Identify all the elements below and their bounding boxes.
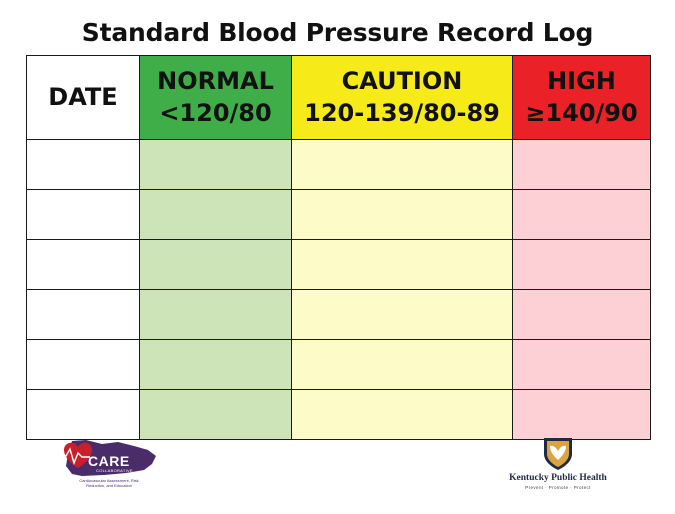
header-high: HIGH ≥140/90 — [512, 55, 651, 140]
normal-cell[interactable] — [139, 189, 292, 240]
kentucky-public-health-logo: Kentucky Public Health Prevent · Promote… — [500, 436, 616, 492]
care-logo-subtitle: COLLABORATIVE — [96, 468, 133, 473]
table-row — [26, 139, 651, 190]
care-collaborative-logo: CARE COLLABORATIVE Cardiovascular Assess… — [52, 436, 160, 496]
caution-cell[interactable] — [291, 389, 513, 440]
table-row — [26, 189, 651, 240]
table-row — [26, 339, 651, 390]
date-cell[interactable] — [26, 339, 140, 390]
header-caution-range: 120-139/80-89 — [304, 98, 500, 127]
date-cell[interactable] — [26, 389, 140, 440]
normal-cell[interactable] — [139, 289, 292, 340]
table-header-row: DATE NORMAL <120/80 CAUTION 120-139/80-8… — [26, 55, 651, 140]
heart-kentucky-icon — [56, 440, 156, 476]
header-normal-label: NORMAL — [157, 67, 274, 96]
care-logo-tagline: Cardiovascular Assessment, Risk Reductio… — [79, 478, 139, 488]
date-cell[interactable] — [26, 139, 140, 190]
caution-cell[interactable] — [291, 339, 513, 390]
table-row — [26, 239, 651, 290]
high-cell[interactable] — [512, 139, 651, 190]
date-cell[interactable] — [26, 289, 140, 340]
normal-cell[interactable] — [139, 139, 292, 190]
header-high-label: HIGH — [547, 67, 616, 96]
caution-cell[interactable] — [291, 139, 513, 190]
header-high-range: ≥140/90 — [525, 98, 638, 127]
header-date: DATE — [26, 55, 140, 140]
header-caution-label: CAUTION — [341, 67, 463, 96]
kph-logo-tagline: Prevent · Promote · Protect — [525, 485, 591, 490]
high-cell[interactable] — [512, 189, 651, 240]
caution-cell[interactable] — [291, 289, 513, 340]
caution-cell[interactable] — [291, 189, 513, 240]
header-caution: CAUTION 120-139/80-89 — [291, 55, 513, 140]
high-cell[interactable] — [512, 289, 651, 340]
date-cell[interactable] — [26, 189, 140, 240]
high-cell[interactable] — [512, 339, 651, 390]
kph-logo-name: Kentucky Public Health — [509, 473, 607, 483]
normal-cell[interactable] — [139, 339, 292, 390]
header-date-label: DATE — [48, 82, 118, 111]
shield-hands-icon — [544, 438, 572, 470]
table-row — [26, 289, 651, 340]
date-cell[interactable] — [26, 239, 140, 290]
normal-cell[interactable] — [139, 389, 292, 440]
care-logo-name: CARE — [88, 453, 130, 469]
high-cell[interactable] — [512, 239, 651, 290]
page-title: Standard Blood Pressure Record Log — [81, 18, 594, 47]
caution-cell[interactable] — [291, 239, 513, 290]
table-row — [26, 389, 651, 440]
bp-record-table: DATE NORMAL <120/80 CAUTION 120-139/80-8… — [26, 55, 651, 440]
high-cell[interactable] — [512, 389, 651, 440]
header-normal: NORMAL <120/80 — [139, 55, 292, 140]
header-normal-range: <120/80 — [159, 98, 272, 127]
normal-cell[interactable] — [139, 239, 292, 290]
